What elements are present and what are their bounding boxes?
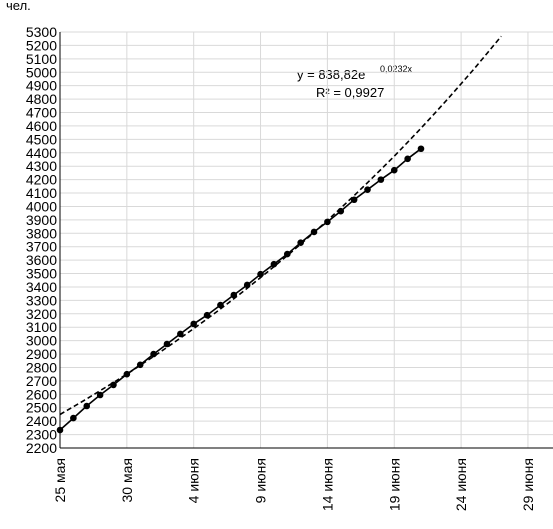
y-tick-label: 3200 — [26, 306, 57, 322]
trend-equation: y = 838,82e — [297, 67, 365, 82]
y-tick-label: 3500 — [26, 266, 57, 282]
data-point — [257, 270, 264, 278]
y-tick-label: 2400 — [26, 413, 57, 429]
data-point — [404, 155, 411, 163]
data-point — [190, 320, 197, 328]
x-tick-label: 30 мая — [119, 458, 135, 502]
x-tick-label: 25 мая — [52, 458, 68, 502]
y-tick-label: 4000 — [26, 198, 57, 214]
data-point — [110, 381, 117, 389]
data-line — [59, 148, 422, 431]
y-tick-label: 3800 — [26, 225, 57, 241]
x-tick-label: 14 июня — [319, 458, 335, 511]
y-tick-label: 4500 — [26, 131, 57, 147]
y-tick-label: 2900 — [26, 346, 57, 362]
data-point — [417, 145, 425, 153]
y-tick-label: 4300 — [26, 158, 57, 174]
y-tick-label: 4200 — [26, 172, 57, 188]
trend-r2: R² = 0,9927 — [316, 85, 384, 100]
data-point — [70, 414, 77, 422]
y-tick-label: 5000 — [26, 64, 57, 80]
y-tick-label: 3300 — [26, 292, 57, 308]
y-tick-label: 2800 — [26, 359, 57, 375]
y-tick-label: 3600 — [26, 252, 57, 268]
x-tick-label: 24 июня — [453, 458, 469, 511]
x-tick-label: 4 июня — [186, 458, 202, 503]
y-tick-label: 5200 — [26, 37, 57, 53]
y-tick-label: 4600 — [26, 118, 57, 134]
y-tick-label: 3000 — [26, 333, 57, 349]
data-point — [377, 176, 385, 183]
y-tick-label: 3700 — [26, 239, 57, 255]
y-tick-label: 4400 — [26, 145, 57, 161]
y-tick-label: 3400 — [26, 279, 57, 295]
data-point — [270, 260, 278, 268]
y-tick-label: 2700 — [26, 373, 57, 389]
x-tick-label: 19 июня — [386, 458, 402, 511]
data-point — [283, 250, 291, 258]
x-tick-label: 9 июня — [253, 458, 269, 503]
trend-exponent: 0,0232x — [380, 64, 413, 74]
y-tick-label: 3900 — [26, 212, 57, 228]
trend-line — [59, 35, 502, 416]
data-point — [324, 218, 331, 226]
data-point — [96, 391, 104, 399]
y-tick-label: 2600 — [26, 386, 57, 402]
y-tick-label: 5300 — [26, 24, 57, 40]
data-point — [297, 239, 304, 246]
y-tick-label: 5100 — [26, 51, 57, 67]
y-unit-label: чел. — [6, 0, 31, 13]
data-point — [56, 426, 64, 434]
y-tick-label: 4100 — [26, 185, 57, 201]
data-point — [83, 402, 91, 410]
y-tick-label: 4800 — [26, 91, 57, 107]
data-point — [390, 166, 398, 174]
data-point — [150, 350, 157, 358]
data-point — [364, 186, 371, 193]
y-tick-label: 4900 — [26, 78, 57, 94]
y-tick-label: 2500 — [26, 400, 57, 416]
y-tick-label: 3100 — [26, 319, 57, 335]
y-tick-label: 4700 — [26, 105, 57, 121]
data-point — [177, 330, 184, 338]
x-tick-label: 29 июня — [520, 458, 536, 511]
y-tick-label: 2300 — [26, 427, 57, 443]
y-tick-label: 2200 — [26, 440, 57, 456]
